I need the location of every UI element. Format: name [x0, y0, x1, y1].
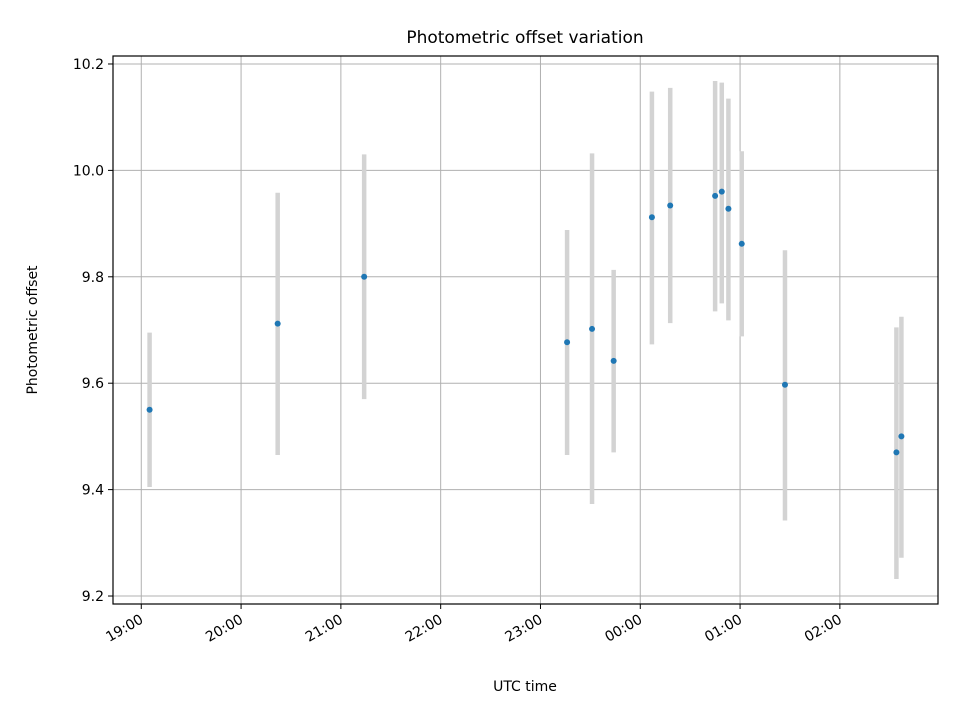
- data-point: [146, 406, 153, 413]
- data-point: [610, 357, 617, 364]
- data-point: [361, 273, 368, 280]
- y-axis-label: Photometric offset: [25, 265, 41, 395]
- data-point: [898, 433, 905, 440]
- data-point: [718, 188, 725, 195]
- data-point: [564, 339, 571, 346]
- y-axis: 9.2 9.4 9.6 9.8 10.0 10.2: [73, 57, 113, 605]
- data-point: [893, 449, 900, 456]
- data-point: [738, 240, 745, 247]
- y-tick-label: 10.0: [73, 163, 104, 179]
- y-tick-label: 9.6: [82, 376, 104, 392]
- y-tick-label: 9.4: [82, 483, 104, 499]
- data-points: [146, 188, 905, 456]
- x-axis-label: UTC time: [493, 679, 557, 695]
- data-point: [781, 381, 788, 388]
- data-point: [274, 320, 281, 327]
- data-point: [648, 214, 655, 221]
- y-tick-label: 9.2: [82, 589, 104, 605]
- data-point: [667, 202, 674, 209]
- plot-frame: [112, 55, 939, 605]
- y-tick-label: 10.2: [73, 57, 104, 73]
- y-tick-label: 9.8: [82, 270, 104, 286]
- chart-title: Photometric offset variation: [406, 28, 643, 48]
- data-point: [589, 325, 596, 332]
- data-point: [725, 205, 732, 212]
- data-point: [712, 192, 719, 199]
